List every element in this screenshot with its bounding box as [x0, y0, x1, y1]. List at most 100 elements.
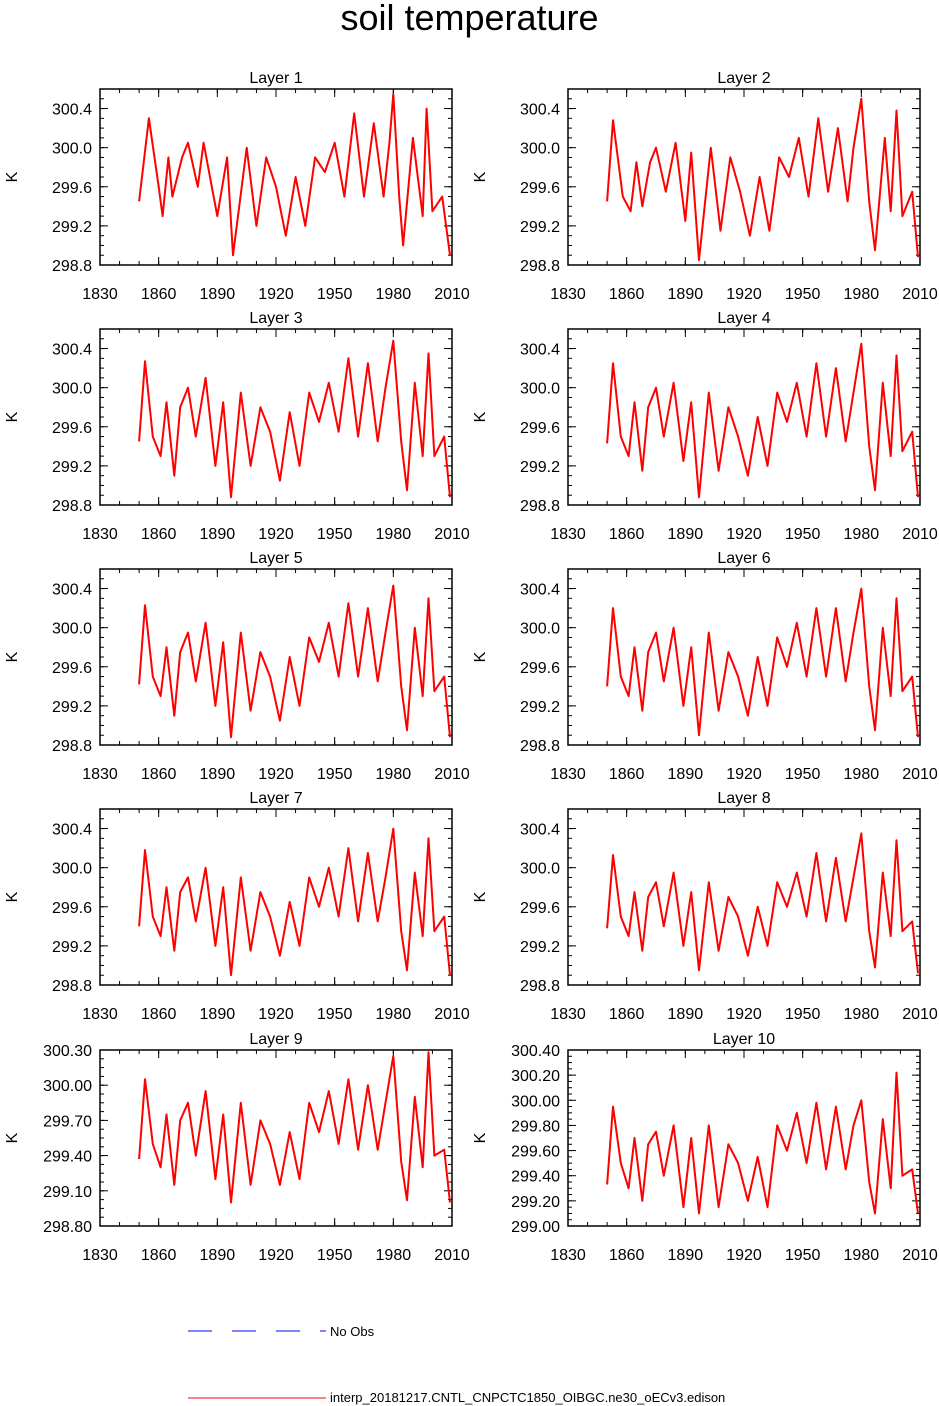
panel-title: Layer 6 — [717, 550, 770, 567]
y-tick-label: 299.6 — [520, 420, 560, 437]
y-tick-label: 299.2 — [52, 939, 92, 956]
chart-panel-7: Layer 7 K 1830 1860 1890 1920 1950 1980 2010 298.… — [4, 790, 470, 1023]
x-tick-label: 1890 — [200, 286, 236, 303]
x-tick-label: 1890 — [668, 286, 704, 303]
series-line — [606, 342, 919, 499]
y-axis-label: K — [4, 1132, 21, 1143]
panel-title: Layer 1 — [249, 70, 302, 87]
y-tick-label: 299.10 — [43, 1184, 92, 1201]
y-axis-label: K — [472, 651, 489, 662]
plot-frame — [99, 808, 453, 986]
y-tick-label: 300.00 — [43, 1078, 92, 1095]
x-tick-label: 1830 — [82, 1247, 118, 1264]
x-tick-label: 1950 — [317, 286, 353, 303]
y-axis-label: K — [472, 1132, 489, 1143]
y-tick-label: 299.20 — [511, 1194, 560, 1211]
y-tick-label: 300.4 — [52, 822, 92, 839]
y-axis-label: K — [4, 651, 21, 662]
chart-panel-1: Layer 1 K 1830 1860 1890 1920 1950 1980 2010 298.… — [4, 70, 470, 303]
y-tick-label: 298.8 — [52, 738, 92, 755]
y-tick-label: 300.0 — [520, 861, 560, 878]
chart-panel-4: Layer 4 K 1830 1860 1890 1920 1950 1980 2010 298.… — [472, 310, 938, 543]
y-tick-label: 300.00 — [511, 1093, 560, 1110]
panel-title: Layer 9 — [249, 1031, 302, 1048]
y-tick-label: 298.8 — [52, 258, 92, 275]
plot-frame — [99, 568, 453, 746]
x-tick-label: 1860 — [609, 1247, 645, 1264]
y-tick-label: 300.0 — [520, 141, 560, 158]
x-tick-label: 2010 — [902, 1006, 938, 1023]
series-line — [138, 1051, 451, 1204]
x-tick-label: 2010 — [902, 286, 938, 303]
x-tick-label: 1980 — [844, 766, 880, 783]
panel-title: Layer 8 — [717, 790, 770, 807]
plot-frame — [567, 88, 921, 266]
x-tick-label: 2010 — [434, 1247, 470, 1264]
x-tick-label: 1860 — [609, 286, 645, 303]
chart-panel-3: Layer 3 K 1830 1860 1890 1920 1950 1980 2010 298.… — [4, 310, 470, 543]
panel-title: Layer 7 — [249, 790, 302, 807]
x-tick-label: 1890 — [200, 1247, 236, 1264]
x-tick-label: 1860 — [609, 526, 645, 543]
y-tick-label: 300.4 — [52, 102, 92, 119]
y-tick-label: 299.6 — [52, 660, 92, 677]
panel-title: Layer 4 — [717, 310, 770, 327]
chart-panel-10: Layer 10 K 1830 1860 1890 1920 1950 1980 2010 299… — [472, 1031, 938, 1264]
x-tick-label: 1920 — [258, 286, 294, 303]
x-tick-label: 1950 — [317, 1247, 353, 1264]
x-tick-label: 1860 — [141, 526, 177, 543]
x-tick-label: 1860 — [609, 1006, 645, 1023]
x-tick-label: 1920 — [726, 1006, 762, 1023]
plot-frame — [567, 808, 921, 986]
figure-title: soil temperature — [340, 0, 599, 38]
x-tick-label: 1830 — [550, 766, 586, 783]
chart-panel-8: Layer 8 K 1830 1860 1890 1920 1950 1980 2010 298.… — [472, 790, 938, 1023]
y-tick-label: 299.60 — [511, 1144, 560, 1161]
y-tick-label: 300.0 — [52, 621, 92, 638]
y-tick-label: 299.80 — [511, 1118, 560, 1135]
y-tick-label: 300.0 — [52, 141, 92, 158]
plot-frame — [567, 328, 921, 506]
x-tick-label: 1830 — [82, 1006, 118, 1023]
y-tick-label: 300.4 — [520, 822, 560, 839]
series-line — [138, 827, 451, 977]
x-tick-label: 1830 — [82, 526, 118, 543]
x-tick-label: 1830 — [82, 766, 118, 783]
chart-panel-5: Layer 5 K 1830 1860 1890 1920 1950 1980 2010 298.… — [4, 550, 470, 783]
x-tick-label: 1860 — [141, 766, 177, 783]
x-tick-label: 1950 — [785, 766, 821, 783]
y-axis-label: K — [472, 411, 489, 422]
x-tick-label: 2010 — [434, 526, 470, 543]
y-tick-label: 298.8 — [52, 498, 92, 515]
y-tick-label: 299.70 — [43, 1113, 92, 1130]
x-tick-label: 1980 — [844, 286, 880, 303]
x-tick-label: 2010 — [902, 766, 938, 783]
y-tick-label: 300.20 — [511, 1068, 560, 1085]
y-tick-label: 299.2 — [520, 699, 560, 716]
y-tick-label: 300.4 — [52, 582, 92, 599]
x-tick-label: 1950 — [785, 1006, 821, 1023]
y-tick-label: 300.0 — [520, 381, 560, 398]
chart-panel-9: Layer 9 K 1830 1860 1890 1920 1950 1980 2010 298.… — [4, 1031, 470, 1264]
x-tick-label: 1830 — [550, 1006, 586, 1023]
x-tick-label: 1890 — [200, 1006, 236, 1023]
x-tick-label: 1980 — [844, 1247, 880, 1264]
x-tick-label: 1890 — [668, 1247, 704, 1264]
x-tick-label: 1980 — [376, 1247, 412, 1264]
y-tick-label: 299.00 — [511, 1219, 560, 1236]
x-tick-label: 1890 — [200, 766, 236, 783]
y-tick-label: 299.2 — [520, 939, 560, 956]
y-tick-label: 298.8 — [520, 738, 560, 755]
x-tick-label: 1950 — [317, 1006, 353, 1023]
y-axis-label: K — [472, 891, 489, 902]
y-tick-label: 300.4 — [520, 342, 560, 359]
plot-frame — [567, 1049, 921, 1227]
x-tick-label: 1860 — [141, 1006, 177, 1023]
chart-panel-6: Layer 6 K 1830 1860 1890 1920 1950 1980 2010 298.… — [472, 550, 938, 783]
x-tick-label: 1830 — [550, 526, 586, 543]
y-tick-label: 298.8 — [520, 498, 560, 515]
y-tick-label: 299.6 — [52, 900, 92, 917]
panel-title: Layer 10 — [713, 1031, 775, 1048]
x-tick-label: 2010 — [434, 766, 470, 783]
series-line — [606, 1071, 919, 1215]
